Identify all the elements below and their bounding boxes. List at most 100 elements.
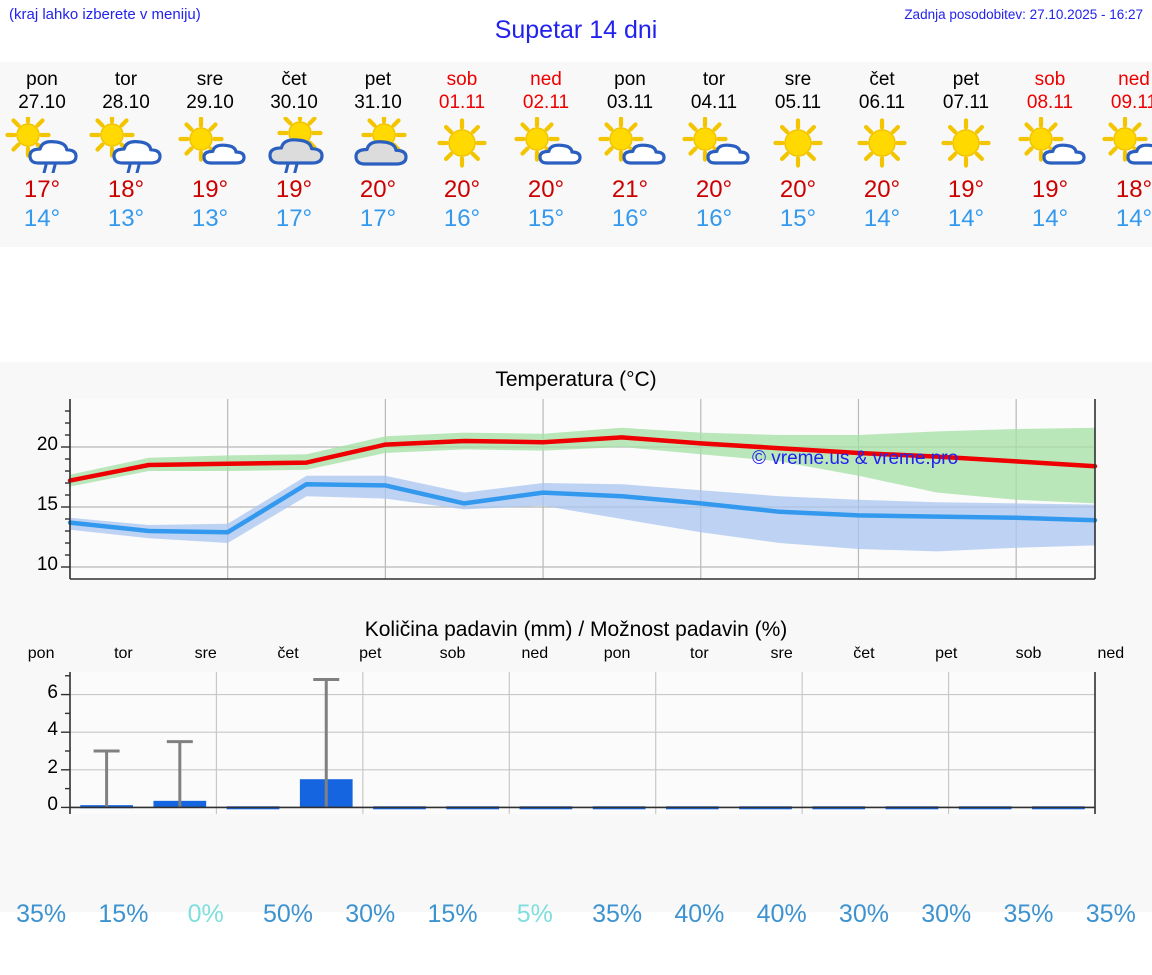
forecast-temp-max: 18° (1115, 176, 1152, 203)
precipitation-chart-title: Količina padavin (mm) / Možnost padavin … (364, 618, 788, 641)
precipitation-chart-section: Količina padavin (mm) / Možnost padavin … (0, 612, 1152, 912)
forecast-day-date: 03.11 (606, 92, 654, 113)
weather-sun-icon (840, 117, 924, 173)
forecast-day-date: 01.11 (438, 92, 486, 113)
forecast-day-name: čet (869, 69, 895, 90)
temperature-plot: 10 15 20 © vreme.us & vreme.pro (0, 394, 1152, 612)
forecast-day-card[interactable]: tor 28.10 18° 13° (84, 62, 168, 247)
precipitation-probability: 35% (1085, 900, 1136, 928)
precipitation-probability: 15% (427, 900, 478, 928)
forecast-day-date: 04.11 (690, 92, 738, 113)
forecast-temp-min: 17° (275, 205, 313, 232)
precipitation-plot: 0 2 4 6 (0, 664, 1152, 854)
forecast-temp-max: 20° (863, 176, 901, 203)
forecast-day-date: 05.11 (774, 92, 822, 113)
precipitation-probability: 35% (16, 900, 67, 928)
forecast-day-card[interactable]: sob 08.11 19° 14° (1008, 62, 1092, 247)
forecast-temp-max: 19° (275, 176, 313, 203)
daily-forecast-strip: pon 27.10 17° 14° tor 28.10 18° 13° sre 29.10 19° 1… (0, 62, 1152, 247)
forecast-day-date: 08.11 (1026, 92, 1074, 113)
forecast-temp-min: 16° (611, 205, 649, 232)
forecast-day-name: čet (281, 69, 307, 90)
forecast-day-card[interactable]: ned 02.11 20° 15° (504, 62, 588, 247)
precipitation-probability: 0% (187, 900, 224, 928)
precipitation-probability: 30% (921, 900, 972, 928)
forecast-temp-max: 19° (1031, 176, 1069, 203)
temperature-chart-title: Temperatura (°C) (495, 368, 657, 391)
weather-sun-cloud-rain-icon (0, 112, 84, 179)
forecast-temp-max: 20° (695, 176, 733, 203)
precipitation-y-tick: 2 (47, 756, 58, 778)
forecast-day-date: 31.10 (354, 92, 402, 113)
weather-sun-icon (420, 117, 504, 173)
precipitation-probability: 35% (592, 900, 643, 928)
forecast-temp-min: 16° (695, 205, 733, 232)
forecast-day-name: sre (784, 69, 812, 90)
precipitation-day-label: pet (359, 645, 382, 662)
precipitation-day-label: pon (27, 645, 55, 662)
forecast-day-card[interactable]: pet 07.11 19° 14° (924, 62, 1008, 247)
forecast-day-date: 27.10 (18, 92, 66, 113)
forecast-day-name: sob (446, 69, 478, 90)
forecast-temp-max: 20° (779, 176, 817, 203)
precipitation-day-label: tor (690, 645, 709, 662)
temperature-y-tick: 10 (36, 554, 58, 575)
forecast-temp-min: 15° (527, 205, 565, 232)
forecast-temp-max: 20° (443, 176, 481, 203)
forecast-day-name: sre (196, 69, 224, 90)
weather-sun-cloud-rain-icon (84, 112, 168, 179)
precipitation-probability: 30% (345, 900, 396, 928)
precipitation-probability: 15% (98, 900, 149, 928)
weather-sun-smallcloud-icon (588, 116, 672, 173)
last-update-label: Zadnja posodobitev: 27.10.2025 - 16:27 (904, 7, 1143, 22)
forecast-day-name: ned (530, 69, 562, 90)
forecast-temp-min: 13° (107, 205, 145, 232)
forecast-day-name: tor (702, 69, 726, 90)
precipitation-day-label: pon (603, 645, 631, 662)
forecast-day-name: ned (1118, 69, 1150, 90)
forecast-day-name: pon (614, 69, 646, 90)
forecast-temp-max: 19° (191, 176, 229, 203)
forecast-day-card[interactable]: ned 09.11 18° 14° (1092, 62, 1152, 247)
precipitation-probability-row: 35% 15% 0% 50% 30% 15% 5% 35% 40% 40% 30% 30% 35% 35% (0, 900, 1152, 929)
forecast-day-card[interactable]: pon 03.11 21° 16° (588, 62, 672, 247)
precipitation-day-label: sre (194, 645, 217, 662)
precipitation-y-tick: 0 (47, 794, 58, 816)
forecast-day-card[interactable]: pet 31.10 20° 17° (336, 62, 420, 247)
temperature-y-tick: 15 (36, 494, 58, 515)
precipitation-day-label: ned (521, 645, 549, 662)
forecast-day-card[interactable]: sre 29.10 19° 13° (168, 62, 252, 247)
forecast-day-card[interactable]: čet 06.11 20° 14° (840, 62, 924, 247)
precipitation-day-label: tor (114, 645, 133, 662)
forecast-day-date: 02.11 (522, 92, 570, 113)
forecast-day-card[interactable]: čet 30.10 19° 17° (252, 62, 336, 247)
precipitation-day-label: pet (935, 645, 958, 662)
forecast-temp-min: 14° (863, 205, 901, 232)
forecast-day-card[interactable]: sob 01.11 20° 16° (420, 62, 504, 247)
forecast-temp-max: 21° (611, 176, 649, 203)
page-header: (kraj lahko izberete v meniju) Supetar 1… (0, 0, 1152, 62)
precipitation-probability: 30% (838, 900, 889, 928)
forecast-temp-min: 14° (1031, 205, 1069, 232)
forecast-temp-min: 14° (1115, 205, 1152, 232)
page-title: Supetar 14 dni (494, 16, 658, 44)
forecast-day-card[interactable]: sre 05.11 20° 15° (756, 62, 840, 247)
forecast-temp-min: 14° (23, 205, 61, 232)
weather-sun-smallcloud-icon (168, 116, 252, 173)
weather-sun-smallcloud-icon (672, 116, 756, 173)
forecast-temp-min: 15° (779, 205, 817, 232)
forecast-day-card[interactable]: pon 27.10 17° 14° (0, 62, 84, 247)
temperature-y-tick: 20 (36, 434, 58, 455)
precipitation-y-tick: 4 (47, 719, 58, 741)
forecast-day-date: 29.10 (186, 92, 234, 113)
forecast-day-card[interactable]: tor 04.11 20° 16° (672, 62, 756, 247)
forecast-day-date: 07.11 (942, 92, 990, 113)
forecast-temp-max: 18° (107, 176, 145, 203)
weather-sun-smallcloud-icon (504, 116, 588, 173)
forecast-temp-max: 19° (947, 176, 985, 203)
weather-sun-icon (924, 117, 1008, 173)
spacer (0, 247, 1152, 362)
weather-sun-icon (756, 117, 840, 173)
menu-hint: (kraj lahko izberete v meniju) (9, 6, 201, 23)
forecast-temp-max: 20° (527, 176, 565, 203)
